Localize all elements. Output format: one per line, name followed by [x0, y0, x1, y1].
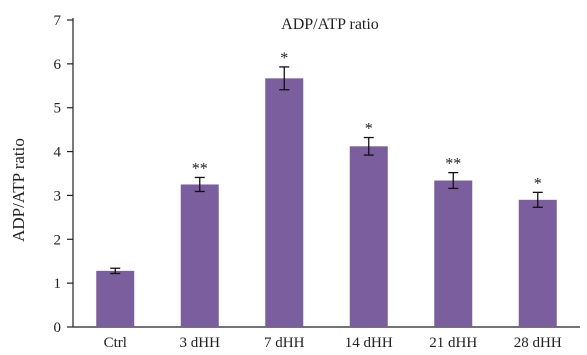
y-tick-label: 0: [54, 320, 62, 336]
x-tick-label: 3 dHH: [180, 335, 221, 351]
bar: [96, 270, 135, 327]
bar: [518, 199, 557, 327]
x-tick-label: 28 dHH: [514, 335, 562, 351]
bar: [434, 180, 473, 327]
significance-label: *: [280, 50, 288, 67]
y-tick-label: 4: [54, 145, 62, 161]
y-tick-label: 5: [54, 101, 62, 117]
y-tick-label: 3: [54, 188, 62, 204]
significance-label: **: [445, 156, 461, 173]
x-tick-label: Ctrl: [104, 335, 127, 351]
x-tick-label: 14 dHH: [345, 335, 393, 351]
y-tick-label: 6: [54, 57, 62, 73]
x-tick-label: 7 dHH: [264, 335, 305, 351]
chart-title: ADP/ATP ratio: [281, 16, 379, 33]
bar: [180, 184, 219, 327]
y-tick-label: 7: [54, 13, 62, 29]
y-tick-label: 2: [54, 232, 62, 248]
x-tick-label: 21 dHH: [429, 335, 477, 351]
significance-label: *: [365, 121, 373, 138]
bar: [349, 146, 388, 327]
y-axis-label: ADP/ATP ratio: [9, 138, 28, 242]
chart-marks: 0 1 2 3 4 5 6 7 Ctrl ** 3 dHH * 7 dHH * 14 dHH ** 21 dHH…: [54, 13, 580, 351]
bar: [265, 78, 304, 327]
significance-label: **: [192, 160, 208, 177]
y-tick-label: 1: [54, 276, 62, 292]
significance-label: *: [534, 175, 542, 192]
